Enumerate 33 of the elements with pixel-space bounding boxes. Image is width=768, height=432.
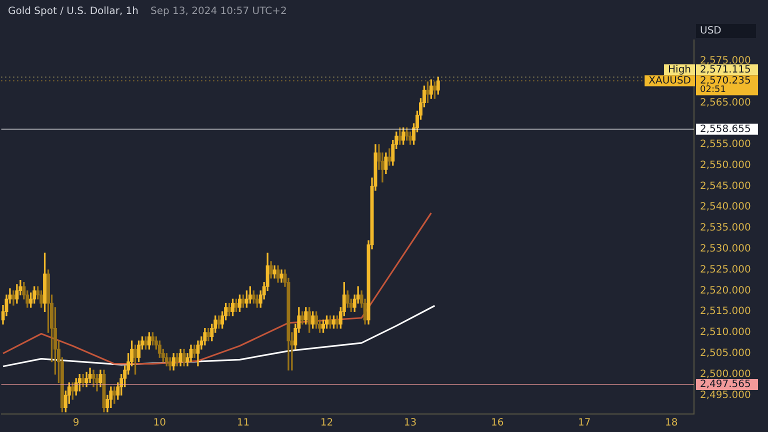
y-tick-label: 2,510.000 xyxy=(700,327,751,338)
ref-line-label: 2,571.115 xyxy=(700,64,751,76)
y-tick-label: 2,500.000 xyxy=(700,368,751,380)
ref-line-label: 2,497.565 xyxy=(700,379,751,390)
y-tick-label: 2,535.000 xyxy=(700,222,751,234)
y-tick-label: 2,505.000 xyxy=(700,348,751,359)
y-tick-label: 2,540.000 xyxy=(700,202,751,213)
y-tick-label: 2,525.000 xyxy=(700,264,751,276)
y-tick-label: 2,545.000 xyxy=(700,180,751,192)
y-tick-label: 2,495.000 xyxy=(700,390,751,401)
text: 02:51 xyxy=(700,85,726,96)
x-tick-label: 18 xyxy=(665,418,678,429)
y-tick-label: 2,550.000 xyxy=(700,160,751,171)
ref-line-label: 2,570.235 xyxy=(700,75,751,86)
chart-title: Gold Spot / U.S. Dollar, 1h xyxy=(8,6,139,16)
y-tick-label: 2,515.000 xyxy=(700,306,751,318)
x-tick-label: 17 xyxy=(578,418,591,429)
y-axis-title: USD xyxy=(700,26,722,37)
y-tick-label: 2,555.000 xyxy=(700,139,751,150)
x-tick-label: 16 xyxy=(490,418,504,429)
x-tick-label: 11 xyxy=(236,418,250,429)
x-tick-label: 13 xyxy=(404,418,417,429)
chart-subtitle: Sep 13, 2024 10:57 UTC+2 xyxy=(150,6,287,16)
y-tick-label: 2,520.000 xyxy=(700,285,751,296)
ref-line-label: 2,558.655 xyxy=(700,124,751,135)
x-tick-label: 10 xyxy=(153,418,166,429)
x-tick-label: 12 xyxy=(320,418,334,429)
annotation: High xyxy=(668,64,691,76)
y-tick-label: 2,575.000 xyxy=(700,55,751,66)
x-tick-label: 9 xyxy=(72,418,80,429)
y-tick-label: 2,565.000 xyxy=(700,97,751,108)
y-tick-label: 2,530.000 xyxy=(700,244,751,255)
annotation: XAUUSD xyxy=(648,75,692,86)
